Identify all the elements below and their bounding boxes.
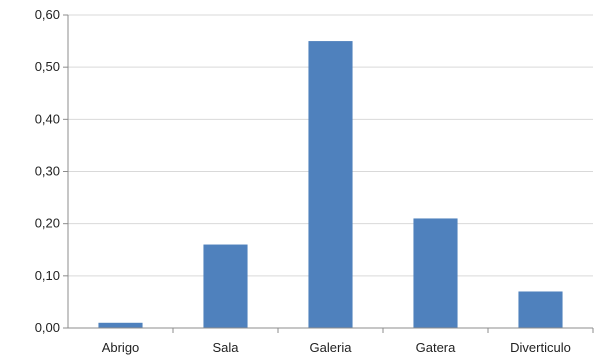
x-tick-label: Diverticulo [510, 340, 571, 355]
x-tick-label: Sala [212, 340, 239, 355]
y-tick-label: 0,40 [35, 111, 60, 126]
y-tick-label: 0,20 [35, 216, 60, 231]
y-tick-label: 0,30 [35, 164, 60, 179]
y-tick-label: 0,60 [35, 7, 60, 22]
bar-sala [203, 244, 248, 328]
bar-gatera [413, 218, 458, 328]
bar-diverticulo [518, 291, 563, 328]
axes [63, 14, 594, 333]
x-tick-labels: Abrigo Sala Galeria Gatera Diverticulo [102, 340, 571, 355]
y-tick-label: 0,10 [35, 268, 60, 283]
bar-galeria [308, 41, 353, 328]
y-tick-labels: 0,00 0,10 0,20 0,30 0,40 0,50 0,60 [35, 7, 60, 335]
bar-abrigo [98, 322, 143, 328]
y-tick-label: 0,00 [35, 320, 60, 335]
x-tick-label: Galeria [310, 340, 353, 355]
x-tick-label: Abrigo [102, 340, 140, 355]
y-tick-label: 0,50 [35, 59, 60, 74]
bars [98, 41, 563, 328]
x-tick-label: Gatera [416, 340, 457, 355]
